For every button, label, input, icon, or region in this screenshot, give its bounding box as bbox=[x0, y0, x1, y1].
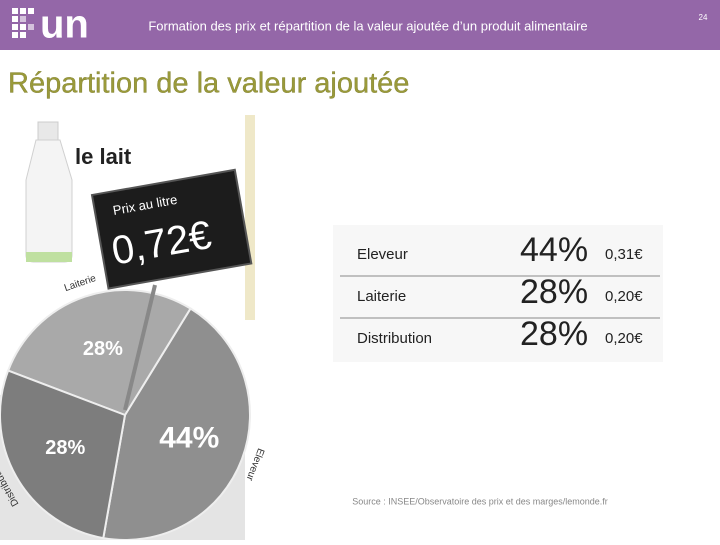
row-name: Distribution bbox=[357, 330, 432, 347]
slice-value-label: 28% bbox=[83, 338, 123, 360]
slide-title: Répartition de la valeur ajoutée bbox=[8, 68, 409, 100]
slice-value-label: 44% bbox=[159, 421, 219, 454]
strip bbox=[245, 115, 255, 320]
row-percent: 44% bbox=[520, 231, 588, 269]
row-price: 0,31€ bbox=[605, 246, 643, 263]
slice-category-label: Laiterie bbox=[63, 273, 98, 294]
slice-value-label: 28% bbox=[45, 437, 85, 459]
logo: un bbox=[12, 3, 89, 47]
pie-slice bbox=[102, 307, 251, 541]
header-title: Formation des prix et répartition de la … bbox=[148, 18, 587, 33]
row-price: 0,20€ bbox=[605, 288, 643, 305]
source: Source : INSEE/Observatoire des prix et … bbox=[352, 496, 608, 506]
slice-category-label: Eleveur bbox=[243, 447, 266, 483]
header-bar bbox=[0, 0, 720, 50]
row-percent: 28% bbox=[520, 315, 588, 353]
pie-slice bbox=[0, 369, 127, 540]
row-name: Laiterie bbox=[357, 288, 406, 305]
svg-text:un: un bbox=[40, 3, 89, 47]
milk-bottle bbox=[25, 121, 73, 263]
tag-pole bbox=[123, 284, 157, 411]
page-number: 24 bbox=[699, 13, 708, 22]
price-tag: Prix au litre 0,72€ bbox=[90, 168, 253, 290]
product-label: le lait bbox=[75, 144, 132, 169]
row-price: 0,20€ bbox=[605, 330, 643, 347]
row-name: Eleveur bbox=[357, 246, 408, 263]
row-percent: 28% bbox=[520, 273, 588, 311]
table: Eleveur 44% 0,31€ Laiterie 28% 0,20€ Distribut… bbox=[340, 231, 660, 353]
table-box bbox=[333, 225, 663, 362]
